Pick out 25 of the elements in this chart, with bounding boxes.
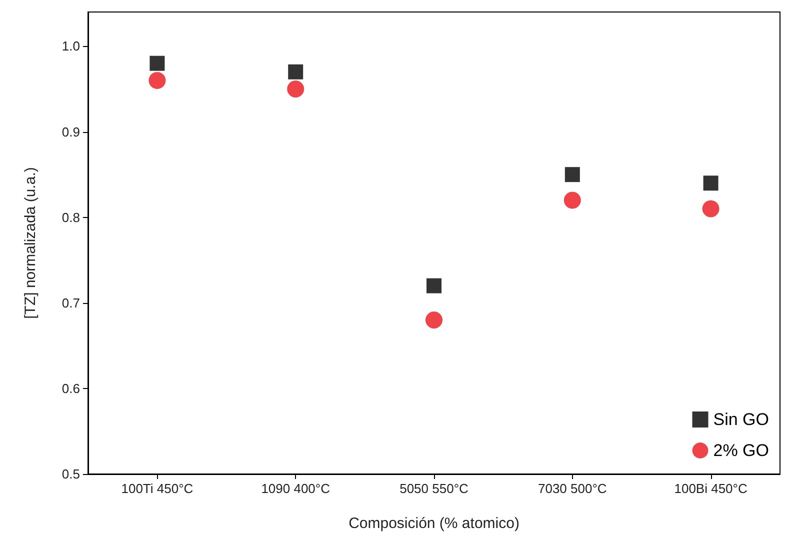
point (426, 312, 442, 328)
x-tick-label: 7030 500°C (538, 481, 607, 496)
point (288, 64, 304, 80)
y-tick-label: 1.0 (62, 38, 80, 54)
x-tick-label: 5050 550°C (400, 481, 468, 496)
y-tick-label: 0.6 (62, 380, 80, 396)
point (564, 167, 580, 182)
point (426, 278, 442, 294)
point (564, 192, 581, 209)
y-axis-title: [TZ] normalizada (u.a.) (22, 167, 39, 319)
y-tick-label: 0.9 (62, 124, 80, 140)
x-axis-title: Composición (% atomico) (348, 515, 520, 532)
legend-label: 2% GO (713, 441, 770, 460)
x-tick-label: 100Ti 450°C (121, 481, 194, 496)
point (150, 56, 165, 71)
point (703, 176, 718, 191)
x-tick-label: 1090 400°C (261, 481, 330, 496)
y-tick-label: 0.5 (62, 466, 80, 482)
legend-label: Sin GO (713, 410, 770, 429)
y-tick-label: 0.7 (62, 295, 80, 310)
y-tick-label: 0.8 (62, 210, 80, 225)
x-tick-label: 100Bi 450°C (674, 481, 748, 496)
point (287, 80, 304, 98)
point (702, 200, 720, 218)
point (148, 72, 166, 89)
